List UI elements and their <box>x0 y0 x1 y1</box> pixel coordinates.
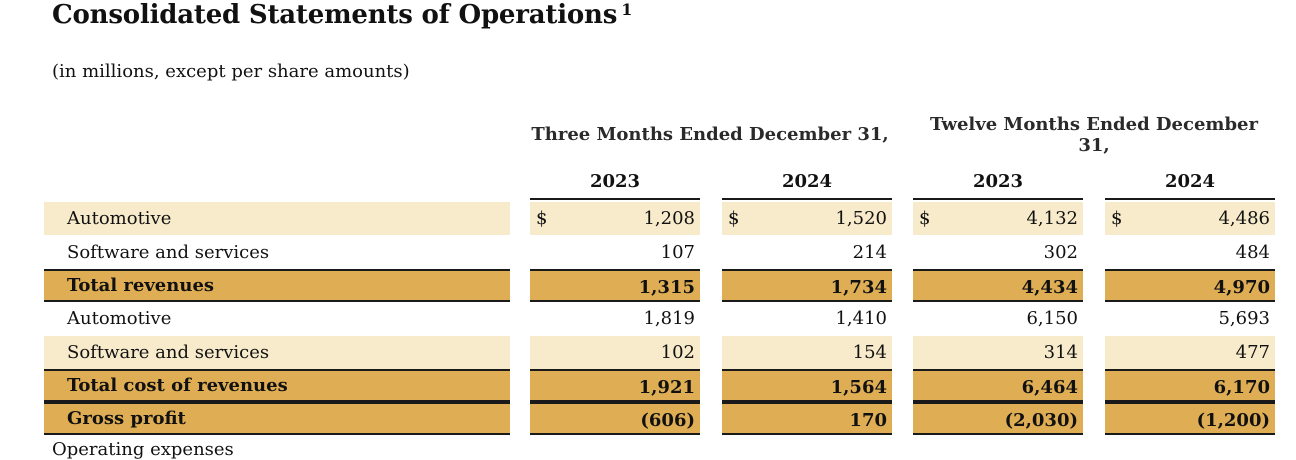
year-header-q-2024: 2024 <box>722 170 892 200</box>
value-cell: (2,030) <box>913 402 1083 435</box>
value-cell: 1,315 <box>530 269 700 302</box>
value-number: 154 <box>852 342 887 363</box>
row-label-band <box>44 402 510 435</box>
value-number: 102 <box>660 342 695 363</box>
year-header-fy-2024: 2024 <box>1105 170 1275 200</box>
value-number: 1,520 <box>835 208 887 229</box>
value-number: 4,970 <box>1213 277 1270 298</box>
row-label: Software and services <box>67 242 270 263</box>
value-cell: 477 <box>1105 336 1275 369</box>
value-cell: 6,464 <box>913 369 1083 402</box>
value-cell: 102 <box>530 336 700 369</box>
row-label-band <box>44 336 510 369</box>
value-number: 314 <box>1043 342 1078 363</box>
period-header-three-months: Three Months Ended December 31, <box>531 124 889 145</box>
currency-symbol: $ <box>728 208 740 229</box>
value-cell: 154 <box>722 336 892 369</box>
year-header-fy-2023: 2023 <box>913 170 1083 200</box>
currency-symbol: $ <box>1111 208 1123 229</box>
row-label-band <box>44 202 510 235</box>
value-number: 1,315 <box>638 277 695 298</box>
row-label: Gross profit <box>67 408 186 429</box>
value-number: (606) <box>640 410 695 431</box>
period-header-twelve-months: Twelve Months Ended December 31, <box>930 114 1258 156</box>
value-cell: 314 <box>913 336 1083 369</box>
value-cell: (606) <box>530 402 700 435</box>
value-number: 1,734 <box>830 277 887 298</box>
statement-title: Consolidated Statements of Operations 1 <box>52 0 632 30</box>
value-cell: $4,132 <box>913 202 1083 235</box>
row-label: Automotive <box>67 308 172 329</box>
value-cell: 6,170 <box>1105 369 1275 402</box>
value-cell: $4,486 <box>1105 202 1275 235</box>
value-cell: 107 <box>530 236 700 269</box>
value-cell: 1,819 <box>530 302 700 335</box>
value-number: 4,486 <box>1218 208 1270 229</box>
value-cell: 214 <box>722 236 892 269</box>
value-cell: 1,564 <box>722 369 892 402</box>
row-label: Total revenues <box>67 275 215 296</box>
value-cell: 302 <box>913 236 1083 269</box>
value-cell: 484 <box>1105 236 1275 269</box>
value-cell: 1,734 <box>722 269 892 302</box>
row-label: Automotive <box>67 208 172 229</box>
value-cell: 1,921 <box>530 369 700 402</box>
value-number: 1,564 <box>830 377 887 398</box>
value-number: 302 <box>1043 242 1078 263</box>
value-number: 6,170 <box>1213 377 1270 398</box>
value-cell: 4,970 <box>1105 269 1275 302</box>
value-number: (2,030) <box>1004 410 1078 431</box>
value-number: 1,921 <box>638 377 695 398</box>
value-number: 214 <box>852 242 887 263</box>
value-number: (1,200) <box>1196 410 1270 431</box>
value-number: 170 <box>849 410 887 431</box>
value-number: 1,819 <box>643 308 695 329</box>
value-cell: $1,208 <box>530 202 700 235</box>
currency-symbol: $ <box>536 208 548 229</box>
value-cell: 1,410 <box>722 302 892 335</box>
value-cell: 5,693 <box>1105 302 1275 335</box>
value-number: 6,464 <box>1021 377 1078 398</box>
year-header-q-2023: 2023 <box>530 170 700 200</box>
title-footnote-marker: 1 <box>621 0 633 19</box>
value-cell: 170 <box>722 402 892 435</box>
value-number: 6,150 <box>1026 308 1078 329</box>
units-note: (in millions, except per share amounts) <box>52 61 410 82</box>
value-number: 107 <box>660 242 695 263</box>
value-number: 1,208 <box>643 208 695 229</box>
value-number: 5,693 <box>1218 308 1270 329</box>
row-label-band <box>44 369 510 402</box>
value-number: 4,434 <box>1021 277 1078 298</box>
value-cell: 4,434 <box>913 269 1083 302</box>
value-cell: (1,200) <box>1105 402 1275 435</box>
value-number: 4,132 <box>1026 208 1078 229</box>
value-number: 1,410 <box>835 308 887 329</box>
value-number: 484 <box>1235 242 1270 263</box>
value-cell: 6,150 <box>913 302 1083 335</box>
value-cell: $1,520 <box>722 202 892 235</box>
row-label-band <box>44 269 510 302</box>
row-label: Software and services <box>67 342 270 363</box>
statement-title-text: Consolidated Statements of Operations <box>52 0 618 30</box>
currency-symbol: $ <box>919 208 931 229</box>
row-label: Total cost of revenues <box>67 375 288 396</box>
value-number: 477 <box>1235 342 1270 363</box>
